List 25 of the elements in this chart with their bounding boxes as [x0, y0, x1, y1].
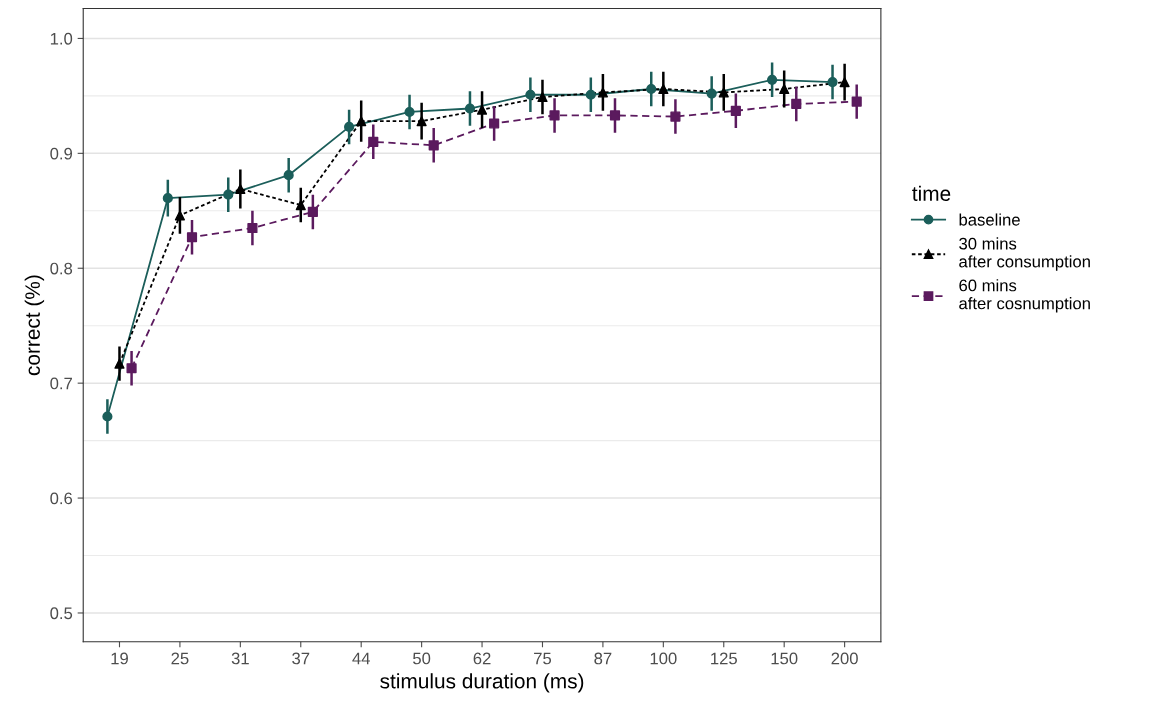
legend-label: baseline [959, 213, 1020, 226]
x-tick-label: 44 [352, 652, 370, 665]
x-tick-label: 125 [711, 652, 737, 665]
x-tick-label: 37 [292, 652, 310, 665]
x-tick-label: 50 [413, 652, 431, 665]
x-tick-label: 100 [650, 652, 677, 665]
legend-title: time [912, 185, 951, 201]
y-tick-label: 0.8 [50, 262, 73, 275]
legend-label: 60 mins after cosnumption [959, 279, 1090, 313]
x-tick-label: 31 [231, 652, 249, 665]
y-tick-label: 0.9 [50, 147, 73, 160]
x-tick-label: 150 [771, 652, 798, 665]
x-tick-label: 87 [594, 652, 612, 665]
y-axis-title: correct (%) [24, 275, 45, 376]
y-tick-label: 1.0 [50, 32, 73, 45]
x-tick-label: 19 [111, 652, 128, 665]
legend-label: 30 mins after consumption [959, 237, 1090, 271]
y-tick-label: 0.7 [50, 377, 72, 390]
y-tick-label: 0.6 [50, 492, 73, 505]
x-tick-label: 200 [831, 652, 858, 665]
x-tick-label: 75 [534, 652, 552, 665]
x-axis-title: stimulus duration (ms) [380, 673, 584, 693]
y-tick-label: 0.5 [50, 607, 73, 620]
x-tick-label: 62 [473, 652, 491, 665]
x-tick-label: 25 [171, 652, 189, 665]
